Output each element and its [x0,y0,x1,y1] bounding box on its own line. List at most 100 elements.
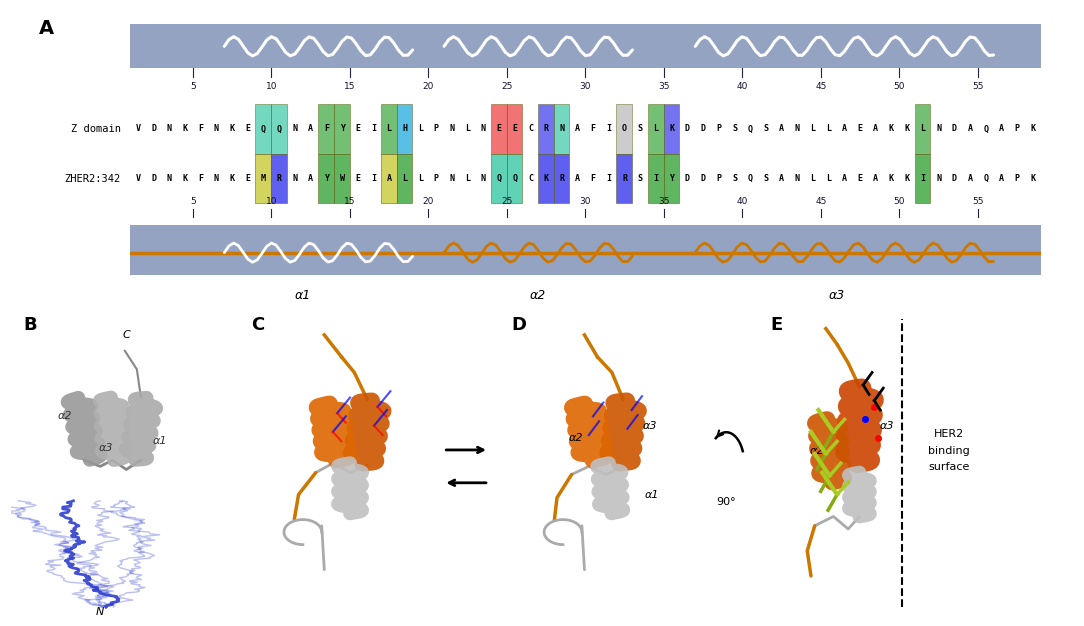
Text: Q: Q [276,125,282,133]
Text: 55: 55 [972,82,983,91]
Text: P: P [717,174,721,183]
Text: K: K [905,125,909,133]
Bar [491,154,506,203]
Text: 5: 5 [190,82,196,91]
Text: N: N [795,125,800,133]
Text: K: K [230,174,234,183]
Text: D: D [700,125,706,133]
Text: L: L [418,174,423,183]
Text: 10: 10 [266,82,278,91]
Text: S: S [763,125,769,133]
Text: L: L [418,125,423,133]
Bar [256,154,271,203]
Text: K: K [1030,125,1035,133]
Text: Q: Q [513,174,517,183]
Bar [271,104,287,154]
Text: 35: 35 [658,82,670,91]
Text: 30: 30 [580,197,591,206]
Text: K: K [905,174,909,183]
Text: E: E [356,174,360,183]
Bar [506,104,522,154]
Text: B: B [23,316,37,334]
Text: A: A [968,125,972,133]
Bar [319,154,334,203]
Text: I: I [371,125,376,133]
Text: F: F [324,125,328,133]
Text: N: N [795,174,800,183]
Text: 45: 45 [815,197,826,206]
Bar [617,154,632,203]
Text: E: E [857,174,863,183]
Text: 15: 15 [344,197,356,206]
Text: Q: Q [496,174,502,183]
Text: α2: α2 [530,289,546,302]
Text: α3: α3 [828,289,844,302]
Text: A: A [842,125,847,133]
Text: D: D [685,174,689,183]
Bar [915,154,930,203]
Bar [648,154,663,203]
Bar [648,104,663,154]
Text: 20: 20 [423,82,434,91]
Text: S: S [732,125,737,133]
Text: V: V [136,125,141,133]
Text: K: K [1030,174,1035,183]
Text: I: I [371,174,376,183]
Text: P: P [434,174,439,183]
Text: N: N [214,174,219,183]
Text: I: I [606,174,611,183]
Text: Z domain: Z domain [70,124,121,134]
Text: 50: 50 [893,197,905,206]
Bar [663,104,680,154]
Bar [506,154,522,203]
Text: A: A [779,174,784,183]
Bar [915,104,930,154]
Text: N: N [96,607,104,617]
Text: A: A [779,125,784,133]
Text: A: A [387,174,391,183]
Text: α2: α2 [810,446,824,456]
Text: K: K [889,174,894,183]
Text: A: A [308,174,313,183]
Text: F: F [591,125,596,133]
Text: H: H [402,125,408,133]
Text: A: A [998,125,1004,133]
Text: 35: 35 [658,197,670,206]
Text: N: N [559,125,565,133]
Bar [397,154,412,203]
Text: L: L [654,125,658,133]
Text: N: N [937,174,941,183]
Text: O: O [622,125,628,133]
Text: S: S [637,125,643,133]
Text: C: C [251,316,264,334]
Text: P: P [434,125,439,133]
Text: I: I [920,174,926,183]
Text: C: C [528,174,533,183]
Text: α1: α1 [645,490,659,500]
Text: N: N [293,174,297,183]
Text: 25: 25 [501,82,513,91]
Text: N: N [937,125,941,133]
Text: L: L [465,174,470,183]
Text: E: E [857,125,863,133]
Text: α3: α3 [99,443,113,453]
Text: A: A [842,174,847,183]
Text: N: N [167,125,172,133]
Text: L: L [402,174,408,183]
Bar [538,154,554,203]
Text: 15: 15 [344,82,356,91]
Text: E: E [245,125,250,133]
Text: A: A [575,125,580,133]
Text: K: K [230,125,234,133]
Text: P: P [717,125,721,133]
Text: E: E [356,125,360,133]
Text: D: D [952,125,957,133]
Text: C: C [122,330,130,340]
Text: E: E [770,316,783,334]
Text: α2: α2 [59,411,73,421]
Text: S: S [763,174,769,183]
Text: F: F [591,174,596,183]
Text: L: L [826,174,831,183]
Text: F: F [198,174,203,183]
Text: L: L [387,125,391,133]
